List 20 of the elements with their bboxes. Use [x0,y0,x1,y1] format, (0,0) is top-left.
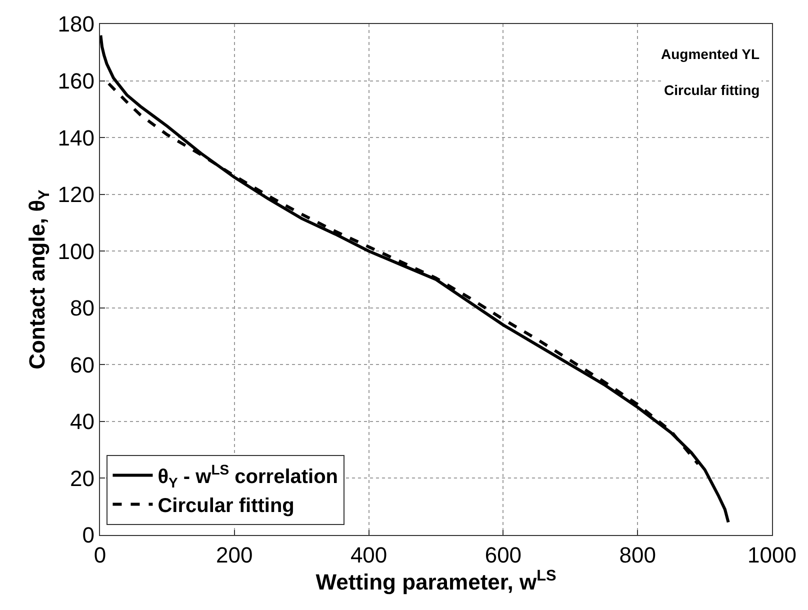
x-tick-label: 400 [350,542,388,568]
y-tick-label: 140 [58,125,94,150]
x-tick-label: 1000 [748,542,796,568]
legend-label: Circular fitting [158,495,294,518]
y-tick-label: 100 [58,238,94,264]
x-tick-label: 800 [619,542,656,568]
y-tick-label: 120 [58,182,94,208]
y-tick-label: 80 [70,296,94,321]
x-axis-title: Wetting parameter, w$^{LS}$ [316,568,556,595]
annotation: Augmented YL [661,46,760,62]
y-tick-label: 160 [58,68,94,94]
y-tick-label: 0 [82,522,94,548]
x-tick-label: 600 [484,542,522,568]
y-tick-label: 180 [58,12,94,37]
annotation: Circular fitting [664,82,760,98]
y-tick-label: 20 [70,466,94,491]
legend-label: θ$_{Y}$ - w$^{LS}$ correlation [158,462,338,490]
y-tick-label: 40 [70,409,94,434]
y-tick-label: 60 [70,352,94,378]
x-tick-label: 200 [216,542,253,568]
